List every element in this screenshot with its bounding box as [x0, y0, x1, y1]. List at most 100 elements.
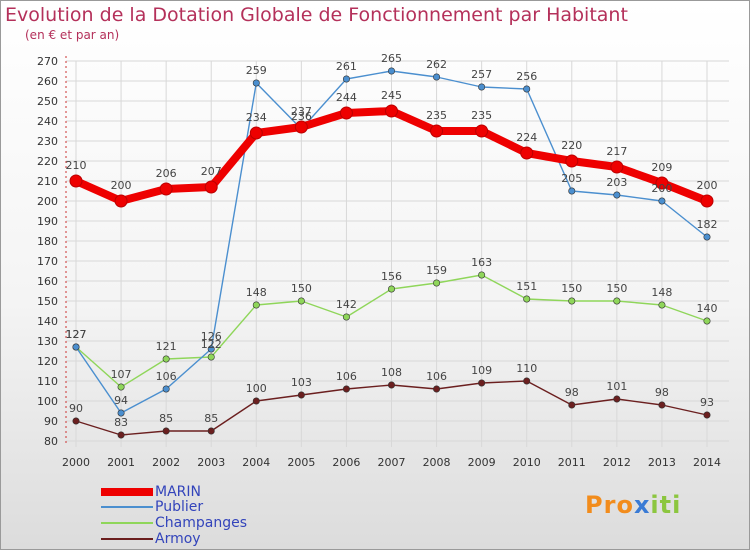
data-label: 210	[66, 159, 87, 172]
data-point	[700, 194, 714, 208]
data-point	[117, 383, 125, 391]
data-point	[565, 154, 579, 168]
data-point	[252, 397, 260, 405]
data-point	[478, 379, 486, 387]
logo-letter: i	[672, 491, 682, 519]
data-label: 108	[381, 366, 402, 379]
y-tick-label: 130	[37, 335, 58, 348]
logo-letter: P	[585, 491, 604, 519]
data-label: 127	[66, 328, 87, 341]
x-tick-label: 2010	[513, 456, 541, 469]
logo-letter: r	[603, 491, 617, 519]
data-label: 245	[381, 89, 402, 102]
x-tick-label: 2002	[152, 456, 180, 469]
x-tick-label: 2000	[62, 456, 90, 469]
data-point	[433, 73, 441, 81]
y-tick-label: 140	[37, 315, 58, 328]
x-tick-label: 2006	[332, 456, 360, 469]
data-label: 257	[471, 68, 492, 81]
data-point	[385, 104, 398, 118]
data-label: 259	[246, 64, 267, 77]
data-point	[114, 194, 128, 208]
data-point	[252, 301, 260, 309]
data-point	[658, 197, 666, 205]
data-point	[159, 182, 173, 196]
x-tick-label: 2005	[287, 456, 315, 469]
data-label: 220	[561, 139, 582, 152]
data-point	[613, 297, 621, 305]
data-point	[523, 377, 531, 385]
data-label: 151	[516, 280, 537, 293]
data-label: 100	[246, 382, 267, 395]
data-point	[658, 301, 666, 309]
data-label: 121	[156, 340, 177, 353]
data-label: 235	[426, 109, 447, 122]
x-tick-label: 2004	[242, 456, 270, 469]
data-point	[207, 427, 215, 435]
data-point	[207, 345, 215, 353]
data-label: 85	[204, 412, 218, 425]
data-point	[69, 174, 83, 188]
chart-subtitle: (en € et par an)	[25, 28, 120, 42]
data-label: 200	[651, 182, 672, 195]
data-label: 98	[655, 386, 669, 399]
data-point	[658, 401, 666, 409]
legend-label: MARIN	[155, 484, 201, 500]
y-tick-label: 270	[37, 55, 58, 68]
data-label: 140	[697, 302, 718, 315]
legend-swatch	[101, 506, 153, 508]
data-point	[204, 180, 218, 194]
data-point	[523, 85, 531, 93]
data-point	[703, 233, 711, 241]
axes: 8090100110120130140150160170180190200210…	[37, 55, 721, 469]
x-tick-label: 2013	[648, 456, 676, 469]
y-tick-label: 160	[37, 275, 58, 288]
y-tick-label: 90	[44, 415, 58, 428]
legend-label: Armoy	[155, 531, 201, 547]
data-label: 261	[336, 60, 357, 73]
data-label: 234	[246, 111, 267, 124]
data-label: 148	[246, 286, 267, 299]
data-label: 206	[156, 167, 177, 180]
legend-swatch	[101, 488, 153, 496]
x-tick-label: 2003	[197, 456, 225, 469]
data-label: 207	[201, 165, 222, 178]
data-point	[703, 411, 711, 419]
data-label: 217	[606, 145, 627, 158]
data-label: 150	[606, 282, 627, 295]
legend-label: Publier	[155, 499, 204, 515]
logo-letter: o	[616, 491, 634, 519]
data-label: 90	[69, 402, 83, 415]
x-tick-label: 2008	[423, 456, 451, 469]
legend-swatch	[101, 522, 153, 524]
x-tick-label: 2009	[468, 456, 496, 469]
data-label: 103	[291, 376, 312, 389]
data-label: 236	[291, 110, 312, 123]
data-label: 256	[516, 70, 537, 83]
proxiti-logo: Proxiti	[585, 491, 681, 519]
x-tick-label: 2007	[378, 456, 406, 469]
data-point	[613, 395, 621, 403]
data-point	[252, 79, 260, 87]
y-tick-label: 230	[37, 135, 58, 148]
data-point	[387, 381, 395, 389]
data-point	[433, 385, 441, 393]
data-label: 200	[697, 179, 718, 192]
y-tick-label: 250	[37, 95, 58, 108]
y-tick-label: 120	[37, 355, 58, 368]
data-point	[568, 401, 576, 409]
data-point	[478, 271, 486, 279]
data-label: 83	[114, 416, 128, 429]
y-tick-label: 80	[44, 435, 58, 448]
legend-label: Champanges	[155, 515, 247, 531]
data-label: 209	[651, 161, 672, 174]
x-tick-label: 2014	[693, 456, 721, 469]
y-tick-label: 210	[37, 175, 58, 188]
data-label: 237	[291, 105, 312, 118]
data-label: 106	[426, 370, 447, 383]
data-label: 150	[561, 282, 582, 295]
data-point	[117, 409, 125, 417]
legend-item: Publier	[101, 499, 203, 515]
x-tick-label: 2012	[603, 456, 631, 469]
data-point	[249, 126, 263, 140]
